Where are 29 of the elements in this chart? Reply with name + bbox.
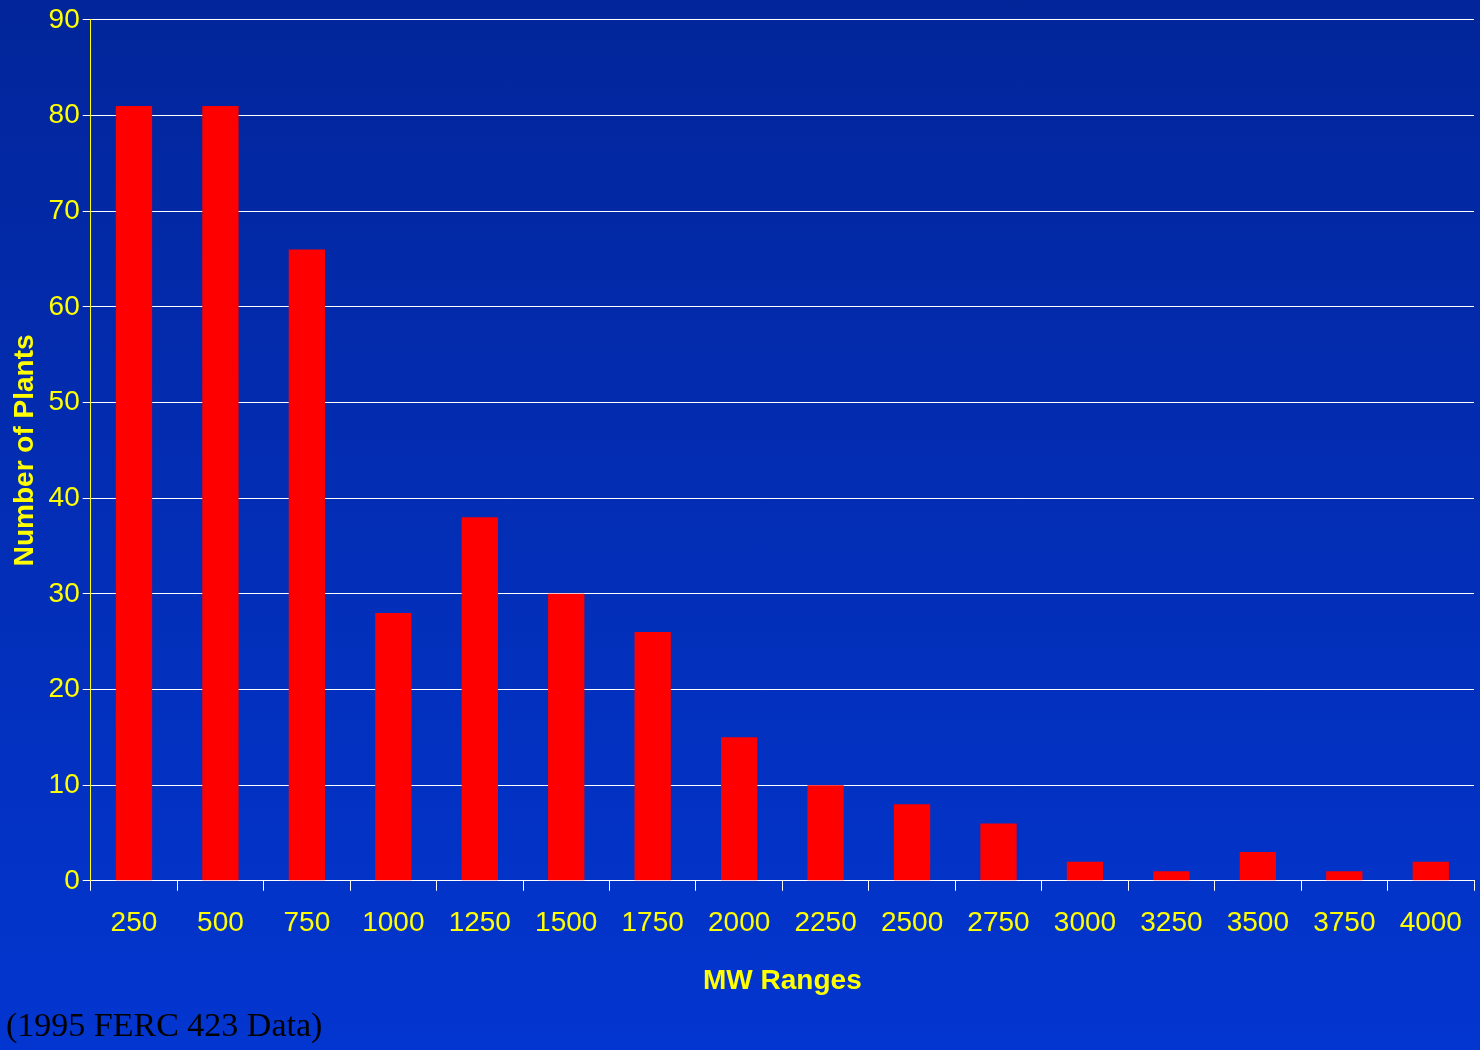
x-tick-label: 3750 [1313, 906, 1376, 938]
x-tick-label: 2750 [967, 906, 1030, 938]
x-tick-label: 2500 [880, 906, 944, 938]
y-tick-label: 40 [48, 480, 80, 512]
x-tick-label: 2000 [708, 906, 771, 938]
x-tick-label: 250 [110, 906, 158, 938]
x-tick-label: 4000 [1399, 906, 1462, 938]
y-tick-label: 90 [48, 2, 80, 34]
y-tick-label: 10 [48, 767, 80, 799]
x-tick-label: 2250 [794, 906, 857, 938]
x-tick-label: 1500 [535, 906, 598, 938]
x-tick-label: 1250 [448, 906, 511, 938]
y-tick-label: 0 [64, 863, 80, 895]
y-tick-label: 60 [48, 289, 80, 321]
x-tick-label: 1000 [362, 906, 425, 938]
x-axis-title: MW Ranges [703, 963, 862, 995]
x-tick-label: 500 [197, 906, 244, 938]
text: (1995 FERC 423 Data) [6, 1005, 323, 1044]
y-tick-label: 30 [48, 576, 80, 608]
x-tick-label: 1750 [621, 906, 684, 938]
y-axis-title: Number of Plants [7, 334, 39, 567]
x-tick-label: 3250 [1140, 906, 1203, 938]
x-tick-label: 750 [283, 906, 331, 938]
y-tick-label: 50 [48, 385, 80, 417]
y-tick-label: 70 [48, 193, 80, 225]
y-tick-label: 20 [48, 672, 80, 704]
y-tick-label: 80 [48, 98, 80, 130]
x-tick-label: 3000 [1053, 906, 1117, 938]
x-tick-label: 3500 [1226, 906, 1290, 938]
